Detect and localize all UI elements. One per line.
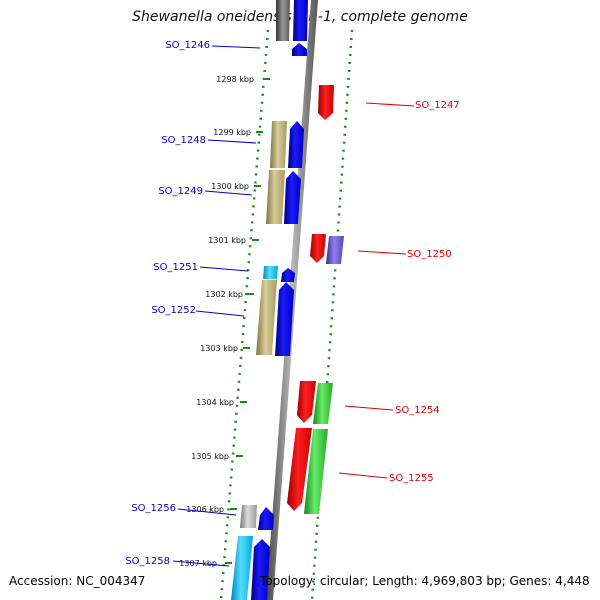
gene-label[interactable]: SO_1247 — [415, 100, 460, 111]
gene-feature[interactable] — [318, 85, 334, 120]
dotted-track-outer — [310, 29, 354, 600]
gene-feature[interactable] — [313, 383, 333, 424]
label-connectors-reverse — [338, 102, 415, 479]
gene-feature[interactable] — [275, 282, 294, 356]
gene-feature[interactable] — [240, 505, 257, 528]
tick-label: 1299 kbp — [213, 128, 251, 137]
tick-label: 1300 kbp — [211, 182, 249, 191]
gene-feature[interactable] — [281, 268, 295, 282]
gene-feature[interactable] — [258, 507, 274, 530]
gene-feature[interactable] — [276, 0, 290, 41]
tick-marks — [225, 78, 270, 564]
gene-label[interactable]: SO_1256 — [131, 503, 176, 514]
gene-feature[interactable] — [287, 428, 312, 511]
gene-feature[interactable] — [310, 234, 326, 263]
gene-feature[interactable] — [256, 280, 277, 355]
gene-feature[interactable] — [284, 171, 301, 224]
gene-feature[interactable] — [270, 121, 287, 168]
label-connectors-forward — [172, 45, 261, 567]
gene-label[interactable]: SO_1255 — [389, 473, 434, 484]
gene-feature[interactable] — [292, 43, 307, 56]
tick-label: 1305 kbp — [191, 452, 229, 461]
tick-label: 1303 kbp — [200, 344, 238, 353]
topology-summary: Topology: circular; Length: 4,969,803 bp… — [260, 574, 590, 588]
gene-feature[interactable] — [266, 170, 285, 224]
gene-feature[interactable] — [297, 381, 316, 423]
tick-label: 1302 kbp — [205, 290, 243, 299]
gene-label[interactable]: SO_1251 — [153, 262, 198, 273]
gene-label[interactable]: SO_1254 — [395, 405, 440, 416]
gene-feature[interactable] — [288, 121, 304, 168]
tick-label: 1306 kbp — [186, 505, 224, 514]
gene-label[interactable]: SO_1249 — [158, 186, 203, 197]
gene-label[interactable]: SO_1250 — [407, 249, 452, 260]
gene-feature[interactable] — [304, 429, 328, 514]
gene-label[interactable]: SO_1248 — [161, 135, 206, 146]
accession-text: Accession: NC_004347 — [9, 574, 146, 588]
gene-feature[interactable] — [293, 0, 308, 41]
gene-feature[interactable] — [263, 266, 278, 279]
tick-label: 1298 kbp — [216, 75, 254, 84]
gene-label[interactable]: SO_1246 — [165, 40, 210, 51]
gene-feature[interactable] — [231, 536, 253, 600]
gene-label[interactable]: SO_1258 — [125, 556, 170, 567]
gene-feature[interactable] — [251, 539, 270, 600]
tick-label: 1301 kbp — [208, 236, 246, 245]
gene-feature[interactable] — [326, 236, 344, 264]
gene-label[interactable]: SO_1252 — [151, 305, 196, 316]
tick-label: 1304 kbp — [196, 398, 234, 407]
